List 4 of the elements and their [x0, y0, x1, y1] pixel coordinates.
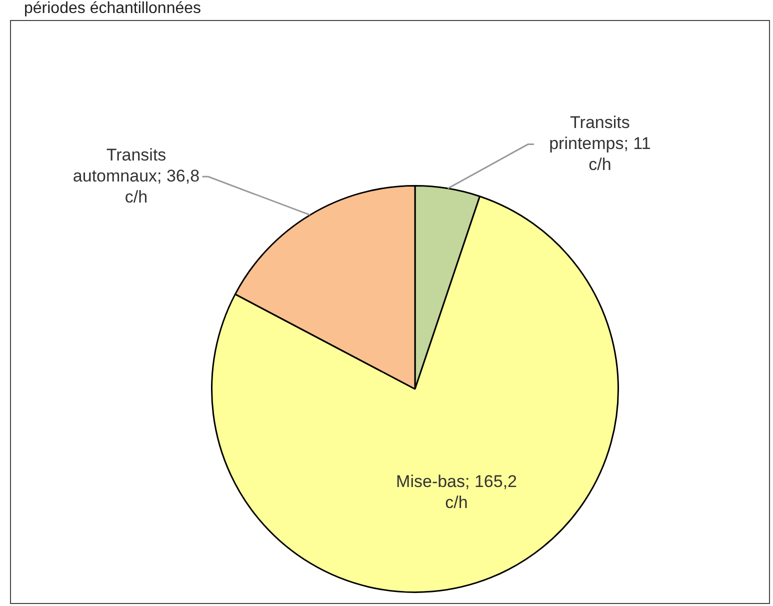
slice-label: Mise-bas; 165,2 c/h [396, 472, 517, 512]
text: périodes échantillonnées [24, 0, 202, 18]
slice-label: Transits automnaux; 36,8 c/h [72, 145, 200, 206]
slice-label: Transits printemps; 11 c/h [549, 112, 651, 174]
